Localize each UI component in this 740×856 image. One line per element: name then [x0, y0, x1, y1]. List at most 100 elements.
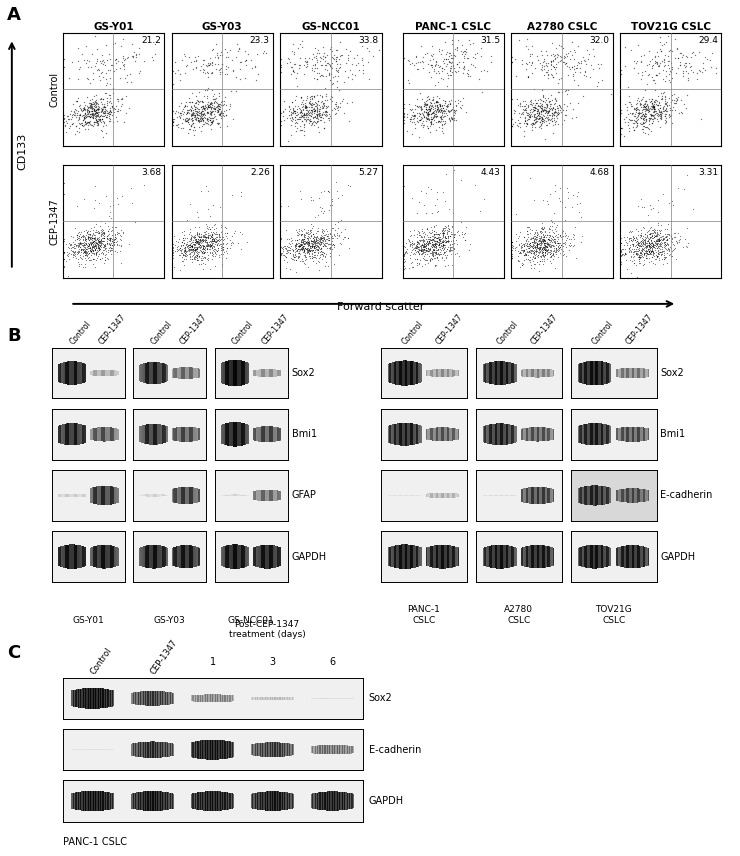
Bar: [588, 485, 590, 505]
Point: [434, 241, 445, 254]
Point: [193, 236, 205, 250]
Point: [531, 115, 542, 128]
Point: [217, 240, 229, 253]
Point: [425, 98, 437, 112]
Bar: [191, 742, 192, 758]
Point: [629, 233, 641, 247]
Point: [537, 241, 549, 254]
Point: [552, 85, 564, 98]
Bar: [604, 546, 605, 568]
Point: [306, 234, 317, 247]
Point: [90, 101, 102, 115]
Point: [647, 246, 659, 259]
Point: [79, 98, 91, 111]
Point: [251, 47, 263, 61]
Point: [217, 237, 229, 251]
Point: [77, 235, 89, 249]
Point: [306, 92, 318, 105]
Point: [423, 102, 435, 116]
Point: [545, 249, 557, 263]
Point: [314, 58, 326, 72]
Bar: [432, 428, 434, 441]
Bar: [437, 493, 438, 498]
Bar: [404, 544, 405, 569]
Bar: [206, 694, 208, 702]
Point: [414, 243, 425, 257]
Point: [192, 236, 204, 250]
Point: [660, 116, 672, 129]
Bar: [530, 369, 531, 377]
Point: [195, 105, 206, 119]
Point: [106, 96, 118, 110]
Bar: [541, 487, 542, 504]
Point: [552, 101, 564, 115]
Point: [95, 236, 107, 250]
Point: [536, 241, 548, 255]
Point: [518, 243, 530, 257]
Bar: [391, 495, 392, 496]
Bar: [448, 427, 449, 441]
Point: [514, 247, 525, 260]
Point: [431, 102, 443, 116]
Point: [199, 229, 211, 243]
Point: [536, 112, 548, 126]
Point: [340, 43, 352, 56]
Point: [434, 247, 445, 260]
Bar: [169, 793, 171, 809]
Point: [174, 111, 186, 125]
Point: [83, 253, 95, 267]
Point: [660, 239, 672, 253]
Point: [423, 225, 434, 239]
Point: [425, 116, 437, 130]
Point: [179, 99, 191, 113]
Point: [300, 107, 312, 121]
Point: [677, 240, 689, 253]
Point: [661, 256, 673, 270]
Point: [424, 102, 436, 116]
Point: [90, 225, 102, 239]
Point: [303, 51, 315, 65]
Bar: [599, 545, 600, 568]
Point: [422, 181, 434, 194]
Point: [539, 106, 551, 120]
Bar: [139, 792, 140, 810]
Bar: [165, 742, 166, 757]
Point: [58, 109, 70, 122]
Point: [679, 56, 690, 69]
Point: [510, 240, 522, 253]
Point: [436, 235, 448, 249]
Point: [108, 238, 120, 252]
Point: [90, 247, 101, 260]
Point: [308, 241, 320, 254]
Point: [89, 179, 101, 193]
Point: [642, 122, 653, 135]
Point: [566, 60, 578, 74]
Point: [442, 219, 454, 233]
Point: [92, 233, 104, 247]
Bar: [496, 544, 497, 568]
Point: [544, 254, 556, 268]
Point: [523, 220, 535, 234]
Point: [545, 229, 556, 242]
Point: [312, 247, 324, 260]
Point: [442, 218, 454, 232]
Bar: [79, 689, 80, 708]
Point: [320, 54, 332, 68]
Point: [183, 95, 195, 109]
Bar: [259, 792, 260, 810]
Point: [536, 216, 548, 229]
Point: [644, 117, 656, 131]
Point: [415, 243, 427, 257]
Bar: [503, 361, 504, 385]
Point: [574, 56, 586, 70]
Point: [110, 230, 121, 244]
Point: [695, 64, 707, 78]
Point: [543, 233, 555, 247]
Point: [414, 226, 425, 240]
Point: [674, 229, 686, 242]
Point: [209, 233, 221, 247]
Point: [183, 239, 195, 253]
Point: [95, 116, 107, 129]
Point: [448, 236, 460, 250]
Point: [447, 241, 459, 254]
